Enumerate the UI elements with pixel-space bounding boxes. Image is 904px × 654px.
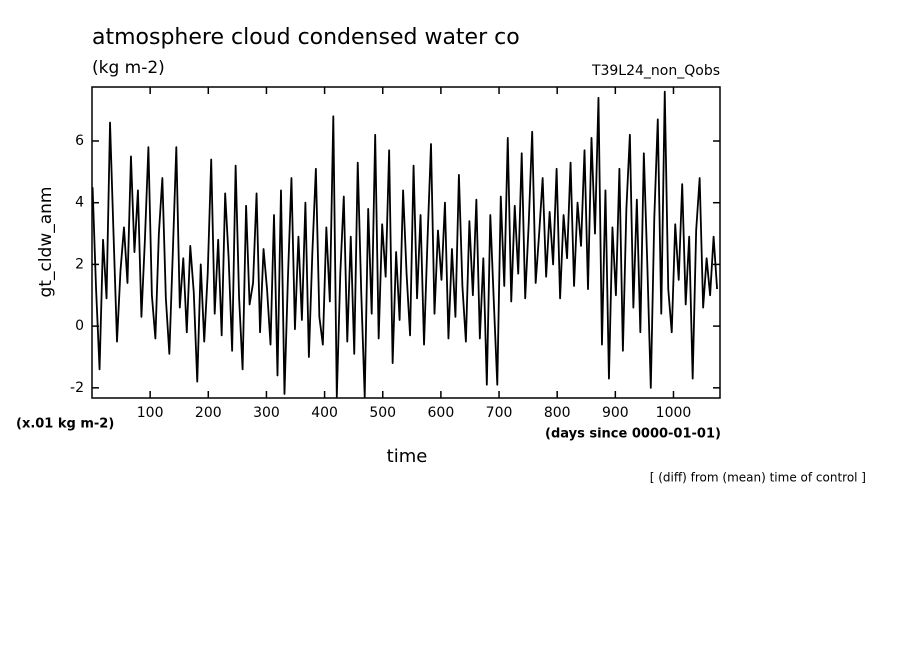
x-tick-label: 300 — [253, 405, 280, 421]
x-tick-label: 900 — [602, 405, 629, 421]
y-tick-label: 2 — [75, 256, 84, 272]
plot-frame — [91, 86, 721, 399]
x-unit: (days since 0000-01-01) — [545, 427, 721, 442]
y-tick-label: 0 — [75, 318, 84, 334]
x-tick-label: 400 — [311, 405, 338, 421]
x-tick-label: 1000 — [656, 405, 692, 421]
y-axis-label: gt_cldw_anm — [36, 187, 56, 298]
chart-title: atmosphere cloud condensed water co — [92, 25, 520, 50]
note: [ (diff) from (mean) time of control ] — [650, 471, 866, 485]
x-axis-label: time — [387, 446, 428, 467]
data-line — [91, 90, 718, 398]
x-tick-label: 200 — [195, 405, 222, 421]
y-tick-label: 6 — [75, 133, 84, 149]
x-tick-label: 100 — [137, 405, 164, 421]
y-tick-label: 4 — [75, 195, 84, 211]
y-tick-label: -2 — [70, 380, 84, 396]
x-tick-label: 600 — [428, 405, 455, 421]
x-tick-label: 500 — [369, 405, 396, 421]
chart-subtitle: (kg m-2) — [92, 58, 165, 78]
y-unit: (x.01 kg m-2) — [16, 417, 114, 432]
x-tick-label: 700 — [486, 405, 513, 421]
run-label: T39L24_non_Qobs — [591, 63, 720, 79]
x-tick-label: 800 — [544, 405, 571, 421]
